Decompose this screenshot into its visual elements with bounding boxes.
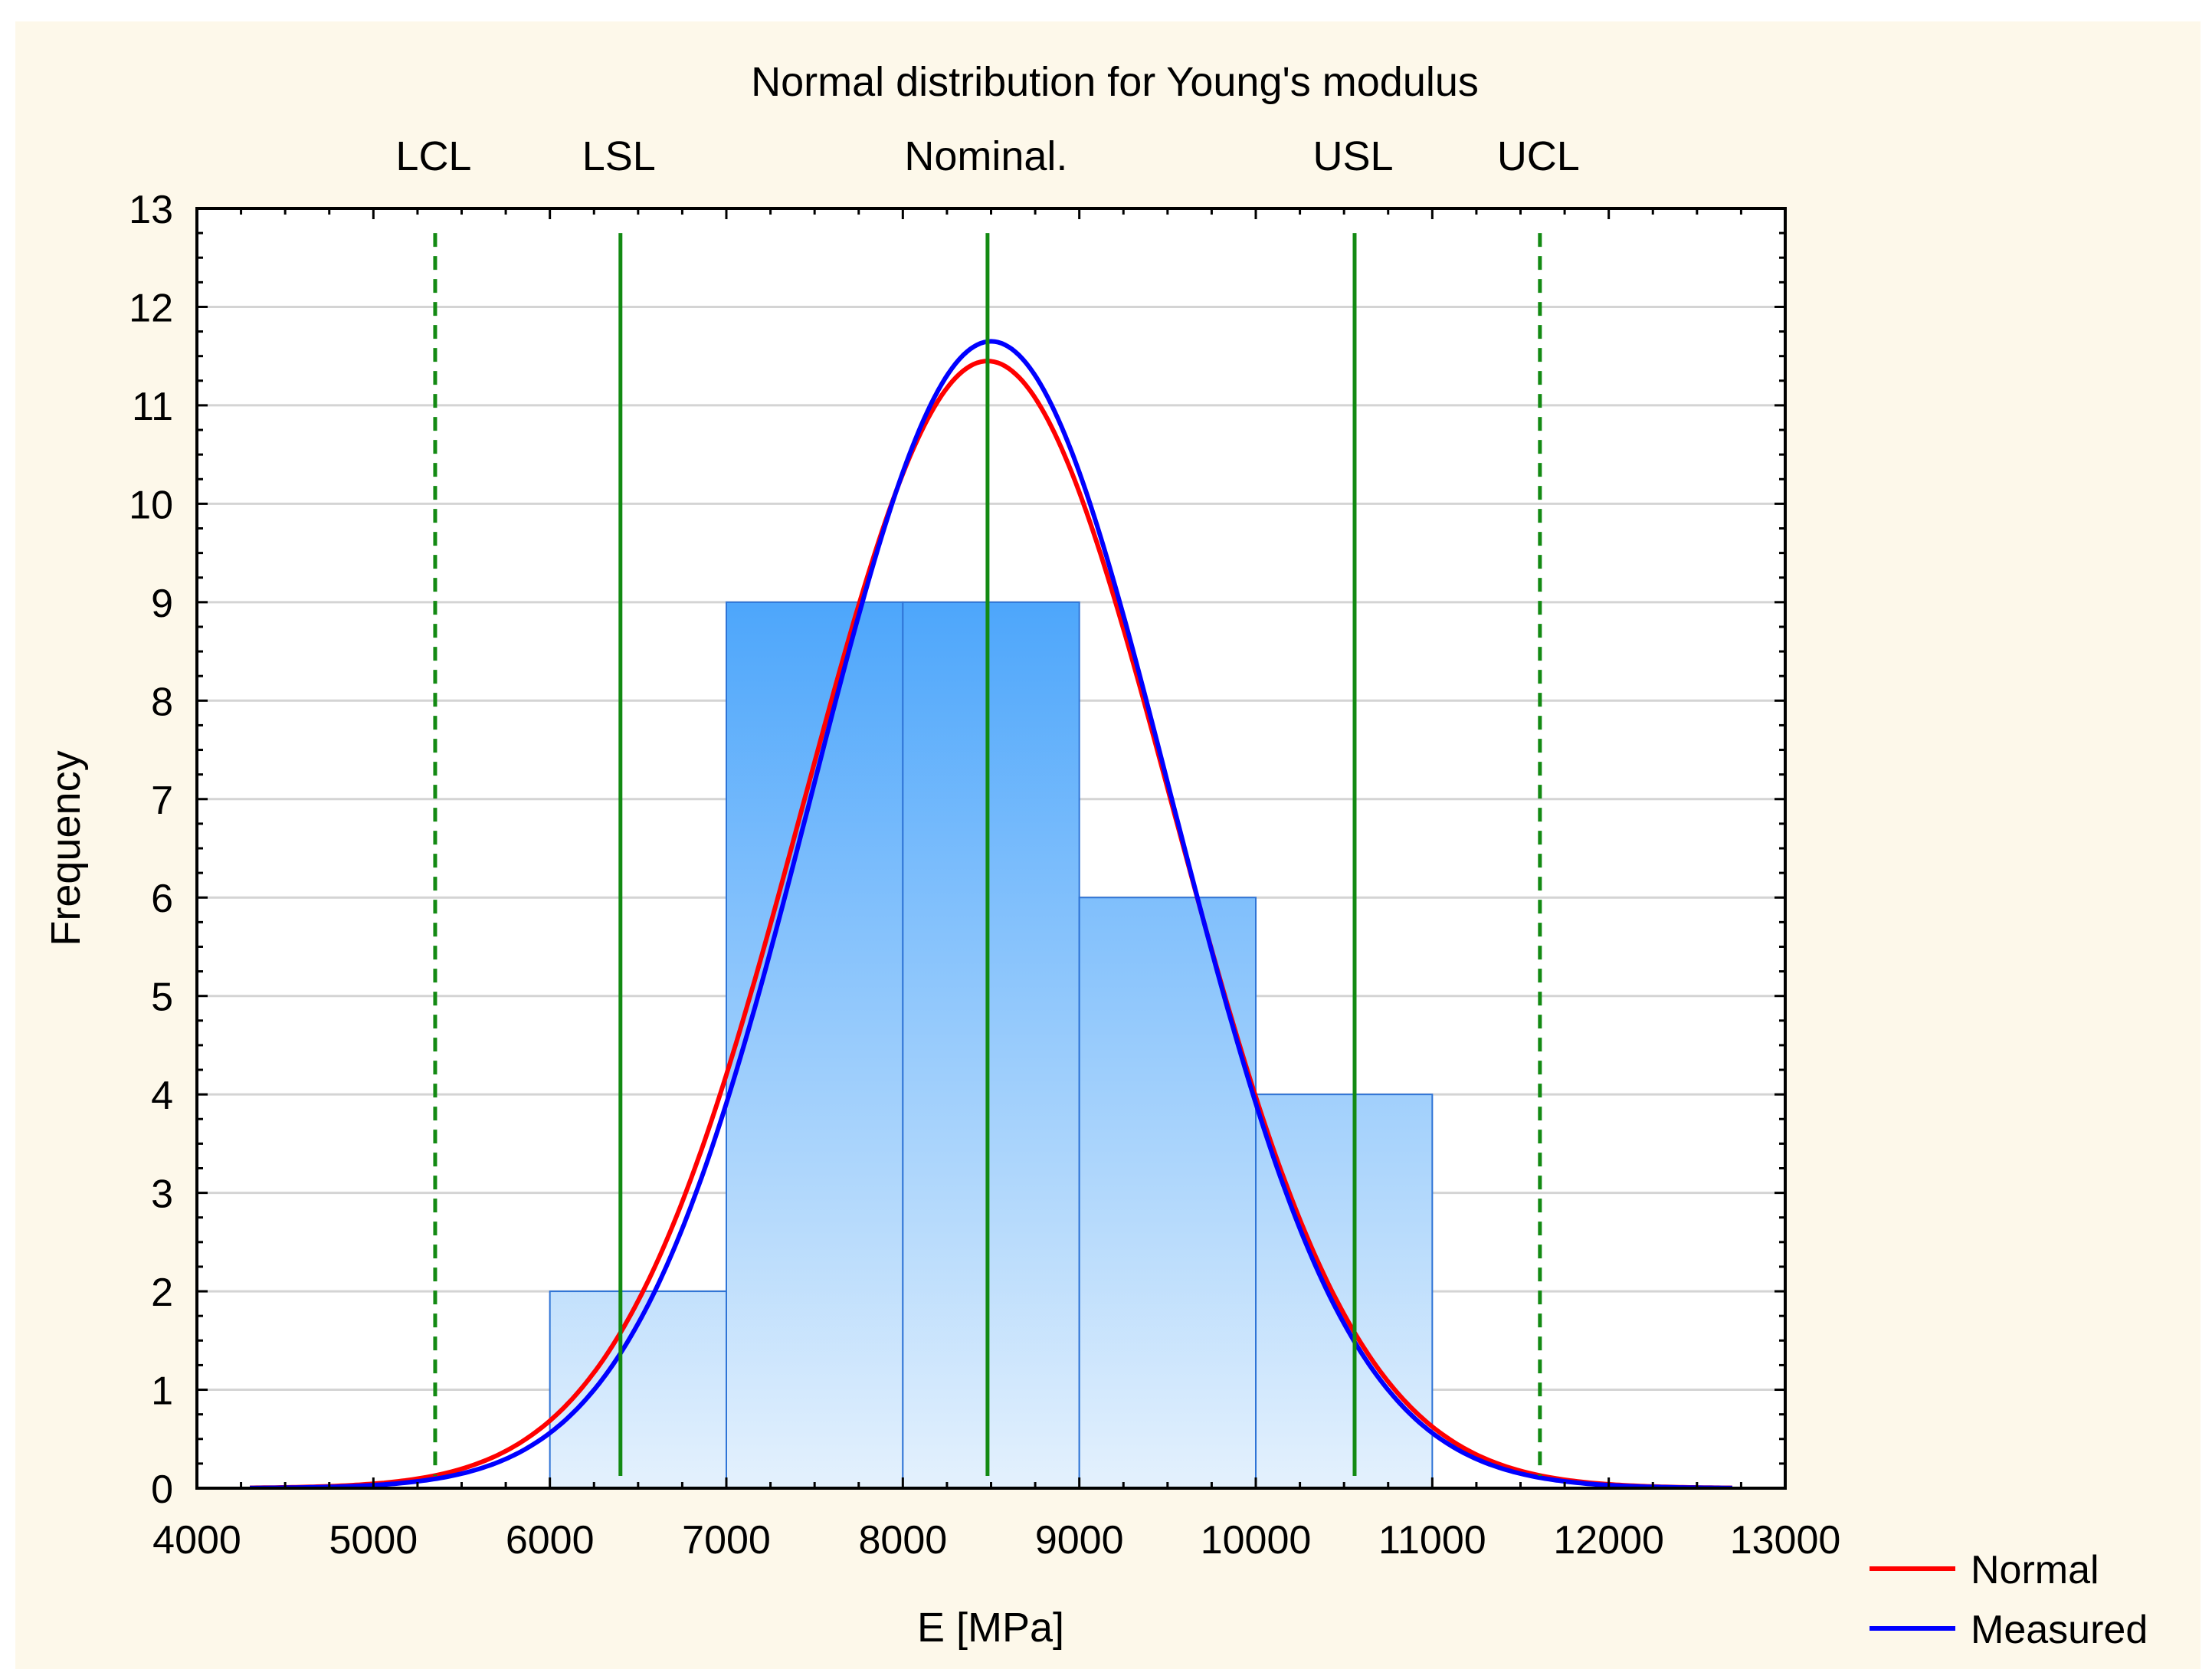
legend: Normal Measured (1870, 1548, 2148, 1652)
x-tick-label: 9000 (1035, 1518, 1124, 1563)
x-tick-label: 11000 (1378, 1518, 1486, 1563)
y-tick-label: 5 (151, 976, 173, 1020)
x-axis-label: E [MPa] (917, 1605, 1064, 1651)
x-tick-label: 6000 (506, 1518, 595, 1563)
y-tick-label: 13 (129, 188, 173, 232)
x-tick-label: 7000 (682, 1518, 771, 1563)
y-tick-label: 10 (129, 483, 173, 527)
x-tick-label: 12000 (1553, 1518, 1664, 1563)
x-tick-label: 10000 (1201, 1518, 1312, 1563)
legend-label: Normal (1971, 1548, 2099, 1592)
reference-label: Nominal. (904, 133, 1067, 179)
x-tick-label: 5000 (329, 1518, 418, 1563)
reference-lines: LCL LSL Nominal. USL UCL (395, 133, 1580, 1476)
x-tick-label: 4000 (152, 1518, 241, 1563)
y-axis-label: Frequency (43, 750, 89, 946)
distribution-curves (250, 339, 1732, 1488)
y-tick-label: 11 (132, 385, 173, 429)
reference-label: USL (1312, 133, 1393, 179)
x-tick-label: 13000 (1730, 1518, 1841, 1563)
legend-label: Measured (1971, 1608, 2148, 1652)
reference-label: LSL (582, 133, 656, 179)
curve-measured (250, 339, 1732, 1488)
y-tick-label: 8 (151, 680, 173, 724)
histogram-bars (549, 601, 1434, 1489)
y-tick-label: 3 (151, 1172, 173, 1217)
y-tick-label: 1 (151, 1369, 173, 1414)
y-tick-label: 0 (151, 1467, 173, 1512)
histogram-bar (1078, 897, 1257, 1489)
y-tick-label: 2 (151, 1271, 173, 1315)
histogram-bar (726, 601, 904, 1489)
y-tick-label: 12 (129, 286, 173, 330)
x-tick-label: 8000 (858, 1518, 947, 1563)
y-tick-label: 9 (151, 582, 173, 626)
histogram-bar (1255, 1094, 1434, 1489)
y-tick-label: 4 (151, 1074, 173, 1118)
y-tick-label: 6 (151, 877, 173, 921)
y-tick-label: 7 (151, 779, 173, 823)
curve-normal (250, 359, 1732, 1488)
axis-tick-labels: 4000 5000 6000 7000 8000 9000 10000 11000 12000 1… (129, 188, 1840, 1563)
reference-label: UCL (1497, 133, 1580, 179)
chart-title: Normal distribution for Young's modulus (751, 59, 1479, 105)
histogram-bar (902, 601, 1080, 1489)
reference-label: LCL (395, 133, 471, 179)
axis-ticks (195, 207, 1787, 1490)
